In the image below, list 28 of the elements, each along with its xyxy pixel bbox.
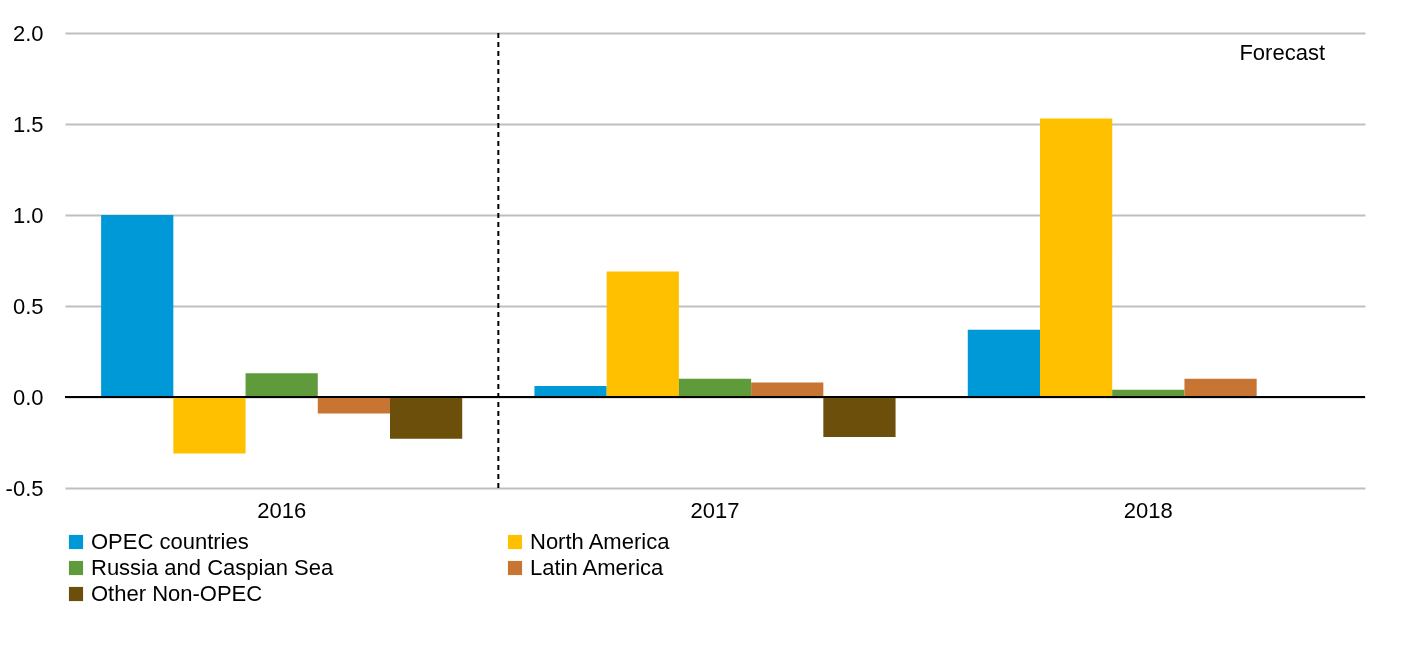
- bar: [101, 215, 174, 397]
- legend-label: North America: [530, 529, 671, 554]
- bar: [1040, 118, 1113, 397]
- y-tick-label: 1.0: [12, 202, 44, 228]
- y-tick-label: 1.5: [12, 111, 44, 137]
- legend-label: Latin America: [530, 555, 665, 580]
- bar: [678, 378, 752, 397]
- legend-label: Russia and Caspian Sea: [91, 555, 334, 580]
- x-tick-label: 2016: [257, 497, 307, 523]
- y-tick-label: 2.0: [12, 20, 44, 46]
- legend-label: OPEC countries: [91, 529, 249, 554]
- bar: [173, 397, 246, 454]
- bar: [245, 373, 318, 397]
- bar: [823, 397, 896, 438]
- y-tick-label: 0.5: [12, 293, 44, 319]
- x-tick-label: 2018: [1123, 497, 1173, 523]
- bar: [1184, 378, 1257, 397]
- annotation: Forecast: [1239, 40, 1325, 65]
- x-tick-label: 2017: [690, 497, 740, 523]
- bar: [390, 397, 463, 439]
- legend-label: Other Non-OPEC: [91, 581, 263, 606]
- bar: [534, 386, 607, 397]
- bar: [606, 271, 679, 397]
- y-tick-label: 0.0: [12, 384, 44, 410]
- bar: [967, 329, 1040, 397]
- y-tick-label: -0.5: [5, 475, 44, 501]
- bar: [751, 382, 824, 397]
- bar: [317, 397, 390, 414]
